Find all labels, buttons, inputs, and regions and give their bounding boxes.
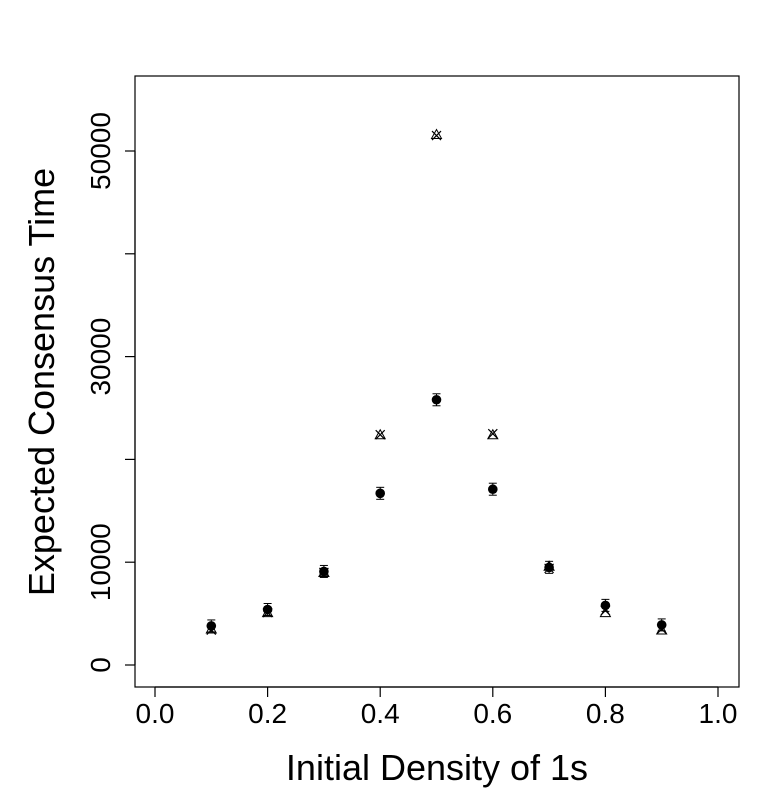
triangle-point (318, 566, 330, 577)
circle-point (600, 600, 611, 611)
y-tick-label: 50000 (85, 112, 116, 190)
x-tick-label: 0.2 (248, 698, 287, 729)
triangle-point (430, 128, 443, 140)
triangle-point (374, 428, 387, 440)
y-axis: 0 10000 30000 50000 (85, 112, 136, 673)
x-axis: 0.0 0.2 0.4 0.6 0.8 1.0 (136, 686, 738, 729)
x-tick-label: 0.6 (473, 698, 512, 729)
y-tick-label: 0 (85, 657, 116, 673)
circle-point (431, 394, 442, 405)
triangle-point (261, 606, 274, 618)
plot-frame (134, 75, 740, 688)
cross-point (544, 563, 555, 574)
data-points (205, 128, 668, 635)
triangle-point (205, 622, 218, 634)
triangle-point (599, 606, 612, 618)
y-tick-label: 10000 (85, 523, 116, 601)
y-axis-label: Expected Consensus Time (21, 168, 62, 596)
triangle-point (655, 624, 668, 635)
x-tick-label: 1.0 (699, 698, 738, 729)
cross-point (262, 607, 273, 618)
x-tick-label: 0.0 (136, 698, 175, 729)
x-tick-label: 0.4 (361, 698, 400, 729)
cross-point (375, 429, 386, 440)
x-tick-label: 0.8 (586, 698, 625, 729)
circle-point (375, 488, 386, 499)
cross-point (487, 428, 498, 439)
triangle-point (486, 428, 499, 440)
cross-point (318, 567, 329, 578)
cross-point (656, 624, 667, 634)
circle-point (319, 566, 329, 577)
y-tick-label: 30000 (85, 318, 116, 396)
circle-point (488, 484, 498, 495)
triangle-point (543, 560, 555, 571)
x-axis-label: Initial Density of 1s (286, 747, 588, 788)
